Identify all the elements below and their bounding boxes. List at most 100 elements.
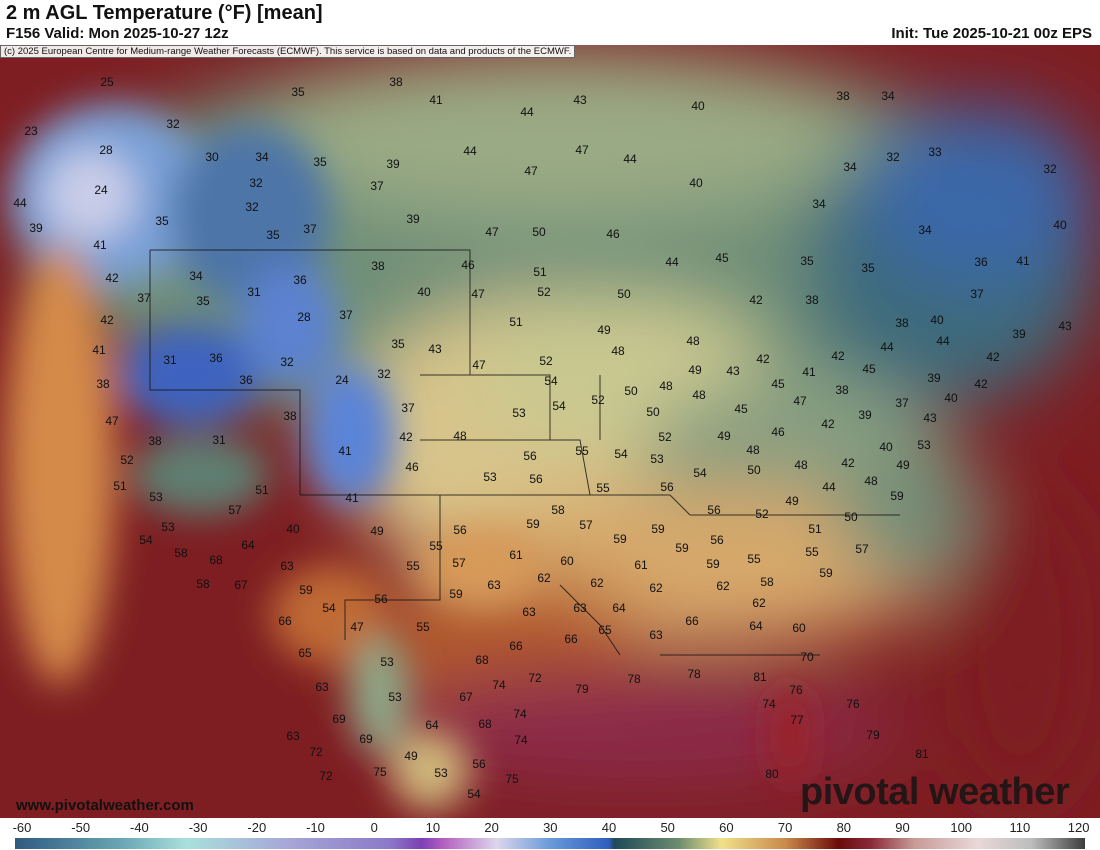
temperature-label: 40: [691, 99, 705, 113]
temperature-label: 36: [293, 273, 307, 287]
temperature-label: 34: [918, 223, 932, 237]
temperature-label: 63: [286, 729, 300, 743]
temperature-label: 50: [532, 225, 546, 239]
temperature-label: 63: [649, 628, 663, 642]
temperature-label: 55: [416, 620, 430, 634]
temperature-label: 53: [161, 520, 175, 534]
temperature-label: 47: [471, 287, 485, 301]
temperature-label: 48: [692, 388, 706, 402]
temperature-label: 47: [350, 620, 364, 634]
temperature-label: 66: [509, 639, 523, 653]
temperature-label: 44: [623, 152, 637, 166]
temperature-label: 48: [794, 458, 808, 472]
temperature-label: 35: [800, 254, 814, 268]
temperature-label: 37: [401, 401, 415, 415]
temperature-label: 64: [425, 718, 439, 732]
temperature-label: 76: [846, 697, 860, 711]
temperature-label: 63: [573, 601, 587, 615]
temperature-label: 63: [280, 559, 294, 573]
temperature-label: 47: [524, 164, 538, 178]
temperature-label: 54: [614, 447, 628, 461]
temperature-label: 31: [163, 353, 177, 367]
temperature-label: 34: [189, 269, 203, 283]
temperature-label: 43: [573, 93, 587, 107]
state-borders: [149, 249, 900, 656]
temperature-label: 50: [646, 405, 660, 419]
colorbar-tick-label: 90: [895, 820, 910, 835]
temperature-label: 32: [377, 367, 391, 381]
temperature-label: 42: [831, 349, 845, 363]
temperature-label: 59: [819, 566, 833, 580]
temperature-label: 35: [266, 228, 280, 242]
temperature-label: 53: [483, 470, 497, 484]
colorbar-tick-label: -30: [188, 820, 208, 835]
temperature-label: 32: [280, 355, 294, 369]
temperature-label: 66: [278, 614, 292, 628]
temperature-label: 53: [380, 655, 394, 669]
temperature-label: 43: [1058, 319, 1072, 333]
temperature-label: 40: [930, 313, 944, 327]
temperature-label: 59: [449, 587, 463, 601]
temperature-label: 44: [463, 144, 477, 158]
colorbar-tick-label: 70: [777, 820, 793, 835]
temperature-label: 52: [120, 453, 134, 467]
temperature-label: 46: [405, 460, 419, 474]
temperature-label: 42: [821, 417, 835, 431]
temperature-label: 62: [716, 579, 730, 593]
temperature-label: 55: [406, 559, 420, 573]
temperature-label: 38: [895, 316, 909, 330]
temperature-label: 74: [492, 678, 506, 692]
temperature-label: 47: [793, 394, 807, 408]
website-link[interactable]: www.pivotalweather.com: [16, 797, 194, 814]
temperature-label: 42: [841, 456, 855, 470]
temperature-label: 56: [472, 757, 486, 771]
temperature-label: 45: [771, 377, 785, 391]
temperature-label: 48: [864, 474, 878, 488]
temperature-label: 44: [880, 340, 894, 354]
temperature-label: 38: [283, 409, 297, 423]
temperature-label: 38: [805, 293, 819, 307]
temperature-label: 35: [196, 294, 210, 308]
temperature-label: 62: [590, 576, 604, 590]
colorbar-tick-label: -10: [306, 820, 325, 835]
temperature-field: [0, 45, 1100, 818]
temperature-label: 68: [475, 653, 489, 667]
temperature-label: 46: [606, 227, 620, 241]
temperature-label: 80: [765, 767, 779, 781]
temperature-label: 53: [434, 766, 448, 780]
colorbar-tick-label: 80: [836, 820, 852, 835]
temperature-label: 42: [105, 271, 119, 285]
temperature-label: 61: [634, 558, 648, 572]
temperature-label: 34: [843, 160, 857, 174]
temperature-label: 40: [879, 440, 893, 454]
temperature-label: 41: [345, 491, 359, 505]
temperature-map: 25 38 41 43 35 44 40 38 34 23 32 28 30 34 35 39 44 47 44 32…: [0, 45, 1100, 818]
temperature-label: 32: [166, 117, 180, 131]
temperature-label: 55: [596, 481, 610, 495]
temperature-label: 63: [487, 578, 501, 592]
copyright-notice: (c) 2025 European Centre for Medium-rang…: [0, 45, 576, 58]
temperature-label: 56: [529, 472, 543, 486]
temperature-label: 44: [936, 334, 950, 348]
temperature-label: 56: [710, 533, 724, 547]
temperature-label: 42: [399, 430, 413, 444]
temperature-label: 51: [113, 479, 127, 493]
temperature-label: 44: [822, 480, 836, 494]
temperature-label: 74: [762, 697, 776, 711]
temperature-label: 53: [388, 690, 402, 704]
temperature-label: 59: [613, 532, 627, 546]
colorbar-tick-label: 60: [719, 820, 734, 835]
temperature-label: 69: [332, 712, 346, 726]
temperature-label: 57: [855, 542, 869, 556]
temperature-label: 34: [812, 197, 826, 211]
temperature-label: 55: [747, 552, 761, 566]
temperature-label: 67: [234, 578, 248, 592]
colorbar-tick-label: 50: [660, 820, 675, 835]
temperature-label: 48: [746, 443, 760, 457]
temperature-label: 56: [523, 449, 537, 463]
temperature-label: 59: [299, 583, 313, 597]
colorbar-tick-label: 10: [425, 820, 441, 835]
temperature-label: 36: [239, 373, 253, 387]
temperature-label: 65: [598, 623, 612, 637]
colorbar-tick-label: 110: [1009, 820, 1031, 835]
